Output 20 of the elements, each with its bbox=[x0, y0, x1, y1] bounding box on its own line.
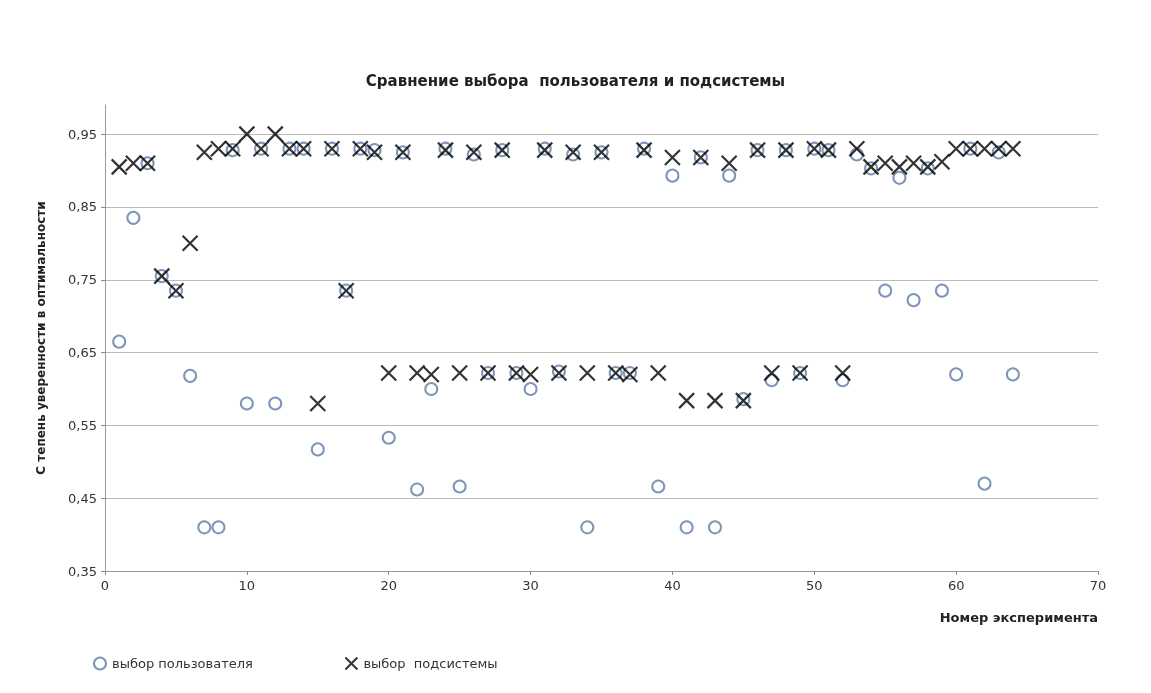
x-axis-title: Номер эксперимента bbox=[939, 610, 1098, 625]
y-tick-label: 0,55 bbox=[68, 417, 97, 433]
y-tick-label: 0,65 bbox=[68, 345, 97, 361]
x-tick-label: 60 bbox=[947, 578, 965, 593]
legend-label: выбор подсистемы bbox=[363, 656, 498, 671]
y-tick-label: 0,75 bbox=[68, 272, 97, 288]
chart-title: Сравнение выбора пользователя и подсистемы bbox=[365, 71, 786, 90]
legend-label: выбор пользователя bbox=[112, 656, 253, 671]
x-tick-label: 30 bbox=[522, 578, 539, 593]
x-tick-label: 50 bbox=[806, 578, 823, 593]
y-tick-label: 0,85 bbox=[68, 199, 97, 215]
y-axis-title: С тепень уверенности в оптимальности bbox=[34, 201, 48, 475]
y-tick-label: 0,45 bbox=[68, 490, 97, 506]
x-tick-label: 10 bbox=[238, 578, 256, 593]
x-tick-label: 70 bbox=[1089, 578, 1107, 593]
x-tick-label: 20 bbox=[380, 578, 397, 593]
y-tick-label: 0,95 bbox=[68, 126, 97, 142]
x-tick-label: 40 bbox=[664, 578, 681, 593]
x-tick-label: 0 bbox=[100, 578, 110, 593]
y-tick-label: 0,35 bbox=[68, 563, 97, 579]
